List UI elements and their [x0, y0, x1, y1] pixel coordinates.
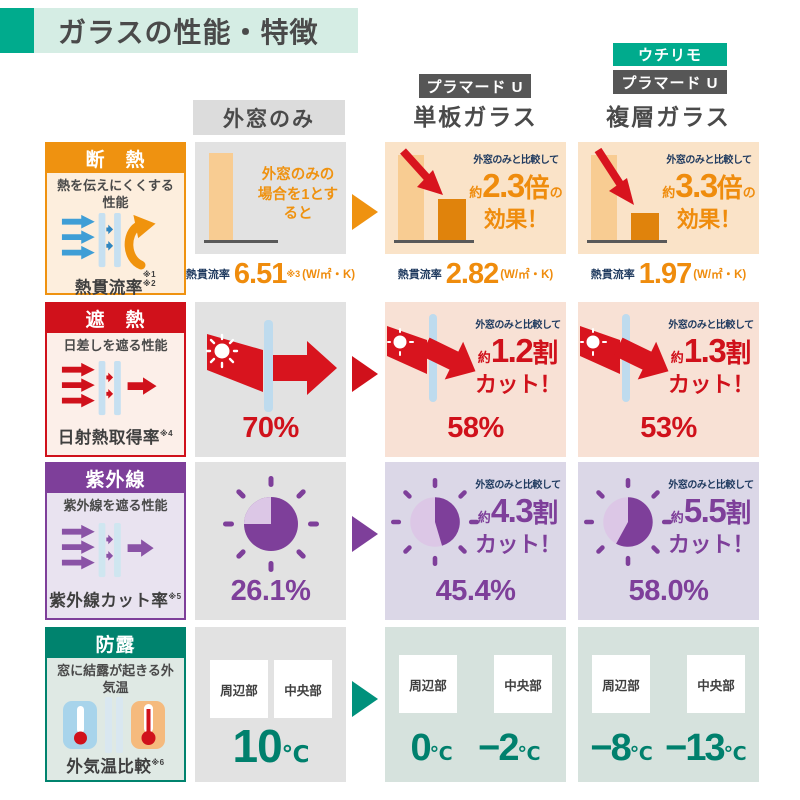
uv-row-title: 紫外線 [47, 464, 184, 493]
insulation-metric: 熱貫流率※1 ※2 [74, 269, 157, 297]
uv-double-value: 58.0% [628, 575, 709, 607]
shading-icon [47, 355, 184, 424]
comparison-text: 外窓のみと比較して 約3.3倍の 効果！ [662, 155, 756, 232]
dew-desc: 窓に結露が起きる外気温 [57, 663, 174, 695]
uv-double-cell: 外窓のみと比較して 約5.5割 カット！ 58.0% [578, 462, 759, 620]
insulation-double-value: 熱貫流率 1.97 (W/㎡・K) [590, 257, 747, 290]
insulation-single-cell: 外窓のみと比較して 約2.3倍の 効果！ [385, 142, 566, 254]
column-header-double-glass: 複層ガラス [606, 104, 731, 130]
shading-desc: 日差しを遮る性能 [63, 338, 168, 353]
center-label: 中央部 [274, 660, 332, 718]
insulation-outer-value: 熱貫流率 6.51 ※3 (W/㎡・K) [185, 257, 356, 290]
arrow-right-icon-shading [352, 356, 378, 392]
insulation-desc: 熱を伝えにくくする性能 [57, 178, 174, 210]
uv-outer-cell: 26.1% [195, 462, 346, 620]
dew-single-values: 0℃ −2℃ [410, 727, 541, 769]
shading-single-value: 58% [447, 412, 504, 444]
shading-row-title: 遮 熱 [47, 304, 184, 333]
uv-sun-pie-icon [391, 478, 479, 566]
bar-baseline [394, 240, 474, 243]
center-label: 中央部 [687, 655, 745, 713]
uv-sun-pie-icon [223, 476, 319, 572]
uv-outer-value: 26.1% [230, 575, 311, 607]
improved-bar [631, 213, 659, 241]
insulation-double-cell: 外窓のみと比較して 約3.3倍の 効果！ [578, 142, 759, 254]
comparison-text: 外窓のみと比較して 約1.3割 カット！ [667, 320, 755, 397]
improved-bar [438, 199, 466, 241]
brand-badge-plamado-u-2: プラマード U [613, 70, 727, 94]
dew-double-cell: 周辺部 中央部 −8℃ −13℃ [578, 627, 759, 782]
shading-double-cell: 外窓のみと比較して 約1.3割 カット！ 53% [578, 302, 759, 457]
insulation-label-card: 断 熱 熱を伝えにくくする性能 [45, 142, 186, 297]
arrow-right-icon-insulation [352, 194, 378, 230]
shading-label-card: 遮 熱 日差しを遮る性能 [45, 302, 186, 457]
bar-baseline [587, 240, 667, 243]
insulation-single-value: 熱貫流率 2.82 (W/㎡・K) [397, 257, 554, 290]
perimeter-label: 周辺部 [399, 655, 457, 713]
perimeter-label: 周辺部 [592, 655, 650, 713]
column-header-single-glass: 単板ガラス [413, 104, 538, 130]
brand-badge-plamado-u: プラマード U [419, 74, 531, 98]
down-arrow-icon [594, 147, 634, 205]
comparison-text: 外窓のみと比較して 約1.2割 カット！ [474, 320, 562, 397]
insulation-row-title: 断 熱 [47, 144, 184, 173]
column-header-outer-window: 外窓のみ [193, 100, 345, 135]
sunbeam-cut-icon [387, 314, 476, 402]
bar-baseline [204, 240, 278, 243]
shading-outer-cell: 70% [195, 302, 346, 457]
arrow-right-icon-dew [352, 681, 378, 717]
shading-double-value: 53% [640, 412, 697, 444]
dew-label-card: 防露 窓に結露が起きる外気温 外気温比較※6 [45, 627, 186, 782]
outer-window-bar [209, 153, 233, 241]
dew-metric: 外気温比較※6 [66, 757, 165, 776]
uv-sun-pie-icon [584, 478, 672, 566]
insulation-outer-cell: 外窓のみの場合を1とすると [195, 142, 346, 254]
comparison-text: 外窓のみと比較して 約2.3倍の 効果！ [469, 155, 563, 232]
comparison-text: 外窓のみと比較して 約4.3割 カット！ [474, 480, 562, 557]
uv-desc: 紫外線を遮る性能 [63, 498, 168, 513]
dew-outer-cell: 周辺部 中央部 10℃ [195, 627, 346, 782]
title-accent-square [0, 8, 34, 53]
center-label: 中央部 [494, 655, 552, 713]
shading-metric: 日射熱取得率※4 [57, 429, 174, 447]
outer-window-caption: 外窓のみの場合を1とすると [257, 167, 339, 223]
arrow-right-icon-uv [352, 516, 378, 552]
dew-thermometer-icon [47, 696, 184, 753]
page-title: ガラスの性能・特徴 [34, 8, 358, 53]
brand-badge-uchirimo: ウチリモ [613, 43, 727, 66]
dew-double-values: −8℃ −13℃ [590, 727, 747, 769]
uv-icon [47, 515, 184, 587]
perimeter-label: 周辺部 [210, 660, 268, 718]
comparison-text: 外窓のみと比較して 約5.5割 カット！ [667, 480, 755, 557]
dew-single-cell: 周辺部 中央部 0℃ −2℃ [385, 627, 566, 782]
uv-metric: 紫外線カット率※5 [49, 592, 182, 610]
sunbeam-through-glass-icon [205, 320, 337, 412]
dew-outer-value: 10℃ [232, 720, 309, 772]
shading-single-cell: 外窓のみと比較して 約1.2割 カット！ 58% [385, 302, 566, 457]
sunbeam-cut-icon [580, 314, 669, 402]
down-arrow-icon [400, 148, 443, 195]
uv-single-cell: 外窓のみと比較して 約4.3割 カット！ 45.4% [385, 462, 566, 620]
insulation-icon [47, 212, 184, 270]
uv-label-card: 紫外線 紫外線を遮る性能 [45, 462, 186, 620]
shading-outer-value: 70% [242, 412, 299, 444]
dew-row-title: 防露 [47, 629, 184, 658]
uv-single-value: 45.4% [435, 575, 516, 607]
